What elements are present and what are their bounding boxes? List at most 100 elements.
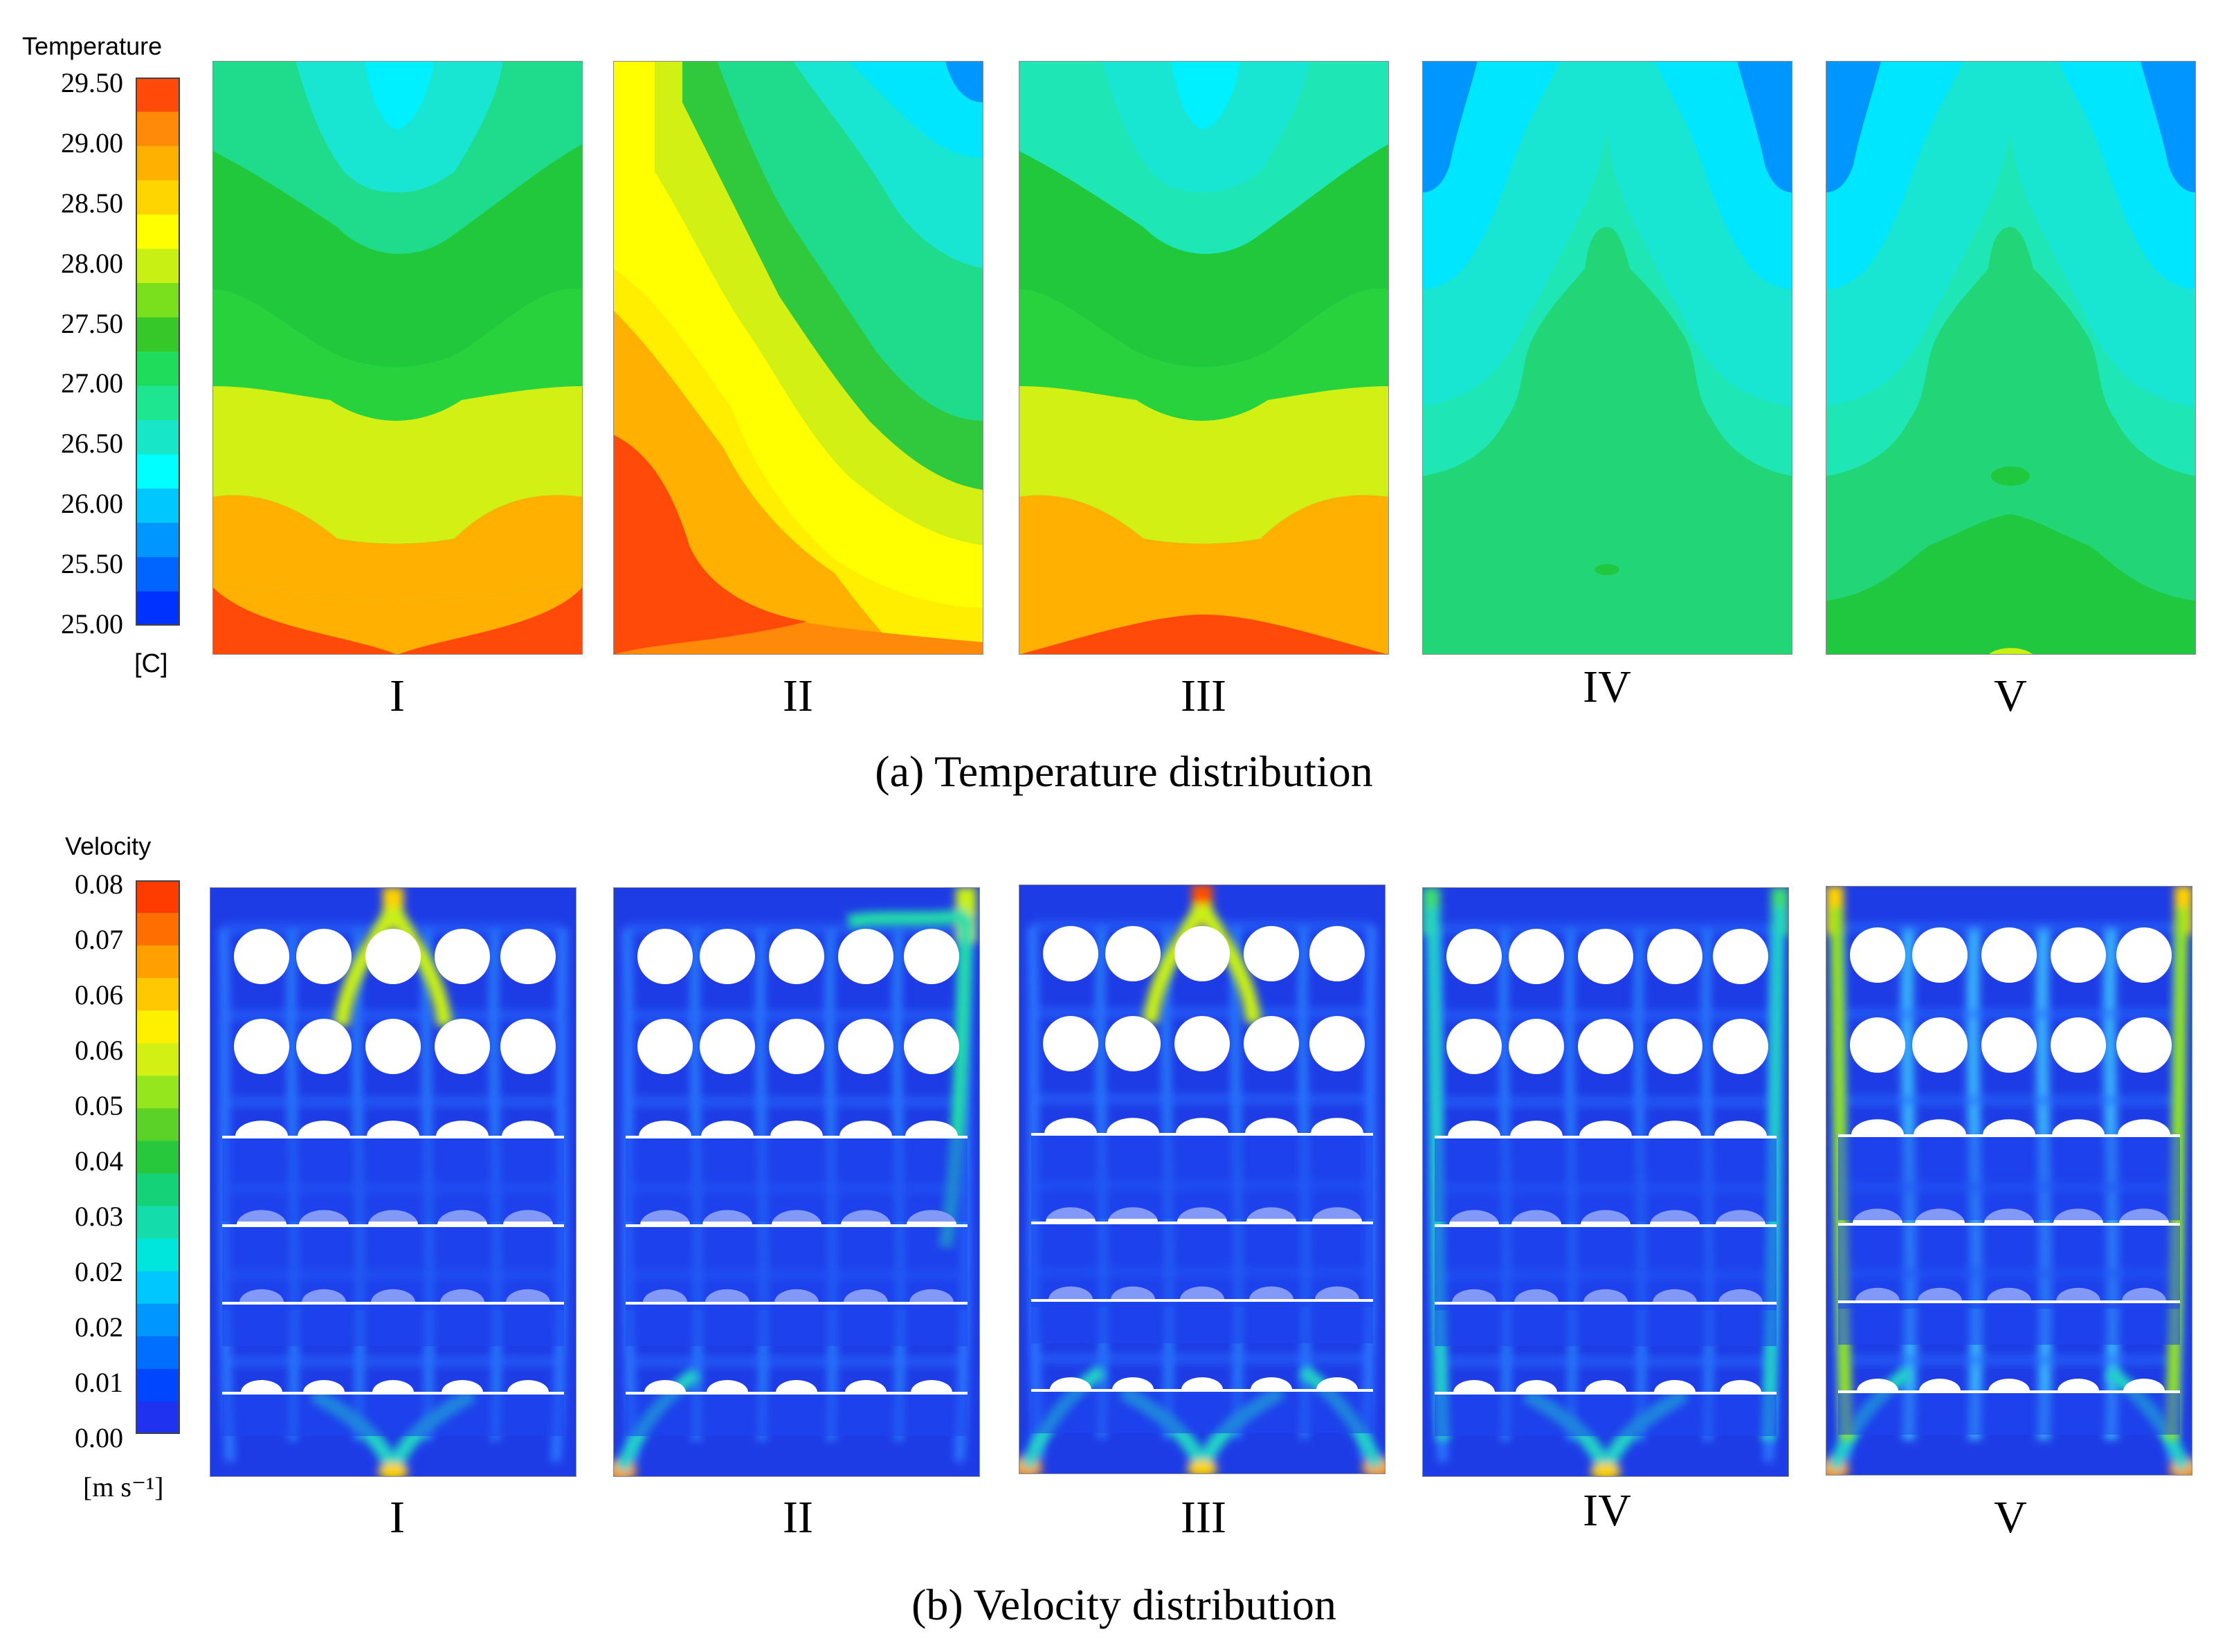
- obstacle: [296, 929, 352, 984]
- temperature-tick-label: 26.50: [61, 428, 123, 460]
- obstacle: [2052, 1119, 2105, 1135]
- obstacle: [701, 1120, 754, 1136]
- velocity-panel-label-II: II: [783, 1492, 813, 1543]
- obstacle: [1919, 1379, 1961, 1391]
- velocity-colorbar-swatch: [136, 1271, 180, 1305]
- temperature-tick-label: 29.50: [61, 67, 123, 98]
- obstacle: [776, 1380, 817, 1392]
- temperature-tick-label: 25.50: [61, 548, 123, 580]
- temperature-legend-title: Temperature: [22, 32, 163, 60]
- velocity-panel-III: [1019, 884, 1386, 1474]
- obstacle: [1850, 927, 1905, 983]
- obstacle: [2118, 1119, 2170, 1135]
- obstacle: [1578, 929, 1633, 984]
- temperature-panel-I: [212, 61, 583, 655]
- obstacle: [1851, 1119, 1904, 1135]
- obstacle: [1244, 1016, 1299, 1071]
- obstacle: [1043, 926, 1098, 981]
- obstacle: [1245, 1118, 1298, 1134]
- temperature-tick-label: 28.50: [61, 187, 123, 219]
- velocity-tick-label: 0.06: [75, 979, 123, 1010]
- temperature-colorbar-swatch: [136, 420, 180, 455]
- velocity-panel-IV: [1422, 887, 1789, 1477]
- obstacle: [637, 929, 693, 984]
- velocity-tick-label: 0.02: [75, 1311, 123, 1343]
- velocity-panel-V: [1826, 886, 2192, 1476]
- obstacle: [2116, 1017, 2172, 1073]
- obstacle: [2051, 1017, 2106, 1073]
- temperature-colorbar-swatch: [136, 489, 180, 523]
- obstacle: [303, 1380, 345, 1392]
- temperature-panel-label-IV: IV: [1583, 662, 1631, 712]
- temperature-colorbar-swatch: [136, 557, 180, 592]
- obstacle: [1105, 1016, 1161, 1071]
- velocity-tick-label: 0.05: [75, 1090, 123, 1121]
- obstacle: [1309, 926, 1365, 981]
- velocity-tick-label: 0.04: [75, 1145, 123, 1177]
- obstacle: [507, 1380, 549, 1392]
- velocity-legend-title: Velocity: [65, 832, 152, 860]
- obstacle: [1316, 1377, 1358, 1390]
- obstacle: [1713, 1019, 1768, 1074]
- obstacle: [1516, 1380, 1557, 1392]
- temperature-colorbar-swatch: [136, 317, 180, 352]
- velocity-tick-label: 0.08: [75, 869, 123, 900]
- obstacle: [1174, 926, 1230, 981]
- obstacle: [235, 1120, 288, 1136]
- obstacle: [1912, 1017, 1968, 1073]
- temperature-tick-label: 26.00: [61, 488, 123, 520]
- obstacle: [1654, 1380, 1696, 1392]
- obstacle: [436, 1120, 489, 1136]
- velocity-panel-II: [613, 887, 980, 1477]
- obstacle: [1044, 1118, 1097, 1134]
- velocity-tick-label: 0.03: [75, 1201, 123, 1232]
- velocity-colorbar-swatch: [136, 1141, 180, 1174]
- obstacle: [500, 1019, 556, 1074]
- temperature-tick-label: 25.00: [61, 608, 123, 639]
- temperature-colorbar: [136, 78, 180, 626]
- obstacle: [839, 1120, 892, 1136]
- obstacle: [637, 1019, 693, 1074]
- obstacle: [1309, 1016, 1365, 1071]
- temperature-tick-label: 29.00: [61, 127, 123, 158]
- obstacle: [1105, 926, 1161, 981]
- obstacle: [1043, 1016, 1098, 1071]
- obstacle: [1720, 1380, 1761, 1392]
- obstacle: [1107, 1118, 1159, 1134]
- temperature-panel-III: [1019, 61, 1389, 655]
- obstacle: [2116, 927, 2172, 983]
- obstacle: [1446, 1019, 1502, 1074]
- obstacle: [2058, 1379, 2099, 1391]
- temperature-panel-V: [1826, 61, 2196, 655]
- velocity-tick-label: 0.07: [75, 924, 123, 955]
- obstacle: [1579, 1120, 1632, 1136]
- velocity-colorbar-swatch: [136, 1206, 180, 1240]
- obstacle: [845, 1380, 887, 1392]
- temperature-panel-IV: [1422, 61, 1792, 655]
- velocity-panel-I: [210, 887, 576, 1477]
- velocity-panel-label-IV: IV: [1583, 1485, 1631, 1536]
- obstacle: [904, 1019, 959, 1074]
- obstacle: [1850, 1017, 1905, 1073]
- obstacle: [442, 1380, 483, 1392]
- obstacle: [838, 929, 893, 984]
- velocity-colorbar-swatch: [136, 945, 180, 979]
- velocity-panel-label-I: I: [390, 1492, 405, 1543]
- velocity-colorbar-swatch: [136, 880, 180, 914]
- temperature-tick-label: 27.50: [61, 307, 123, 339]
- velocity-tick-label: 0.01: [75, 1367, 123, 1398]
- velocity-colorbar-swatch: [136, 1075, 180, 1109]
- velocity-colorbar-swatch: [136, 1303, 180, 1337]
- obstacle: [639, 1120, 691, 1136]
- temperature-colorbar-swatch: [136, 248, 180, 284]
- temperature-colorbar-swatch: [136, 146, 180, 181]
- temperature-panel-II: [613, 61, 983, 655]
- temperature-colorbar-swatch: [136, 523, 180, 558]
- obstacle: [769, 929, 824, 984]
- velocity-panel-label-V: V: [1994, 1492, 2027, 1543]
- temperature-panel-label-III: III: [1181, 671, 1226, 721]
- obstacle: [435, 929, 490, 984]
- obstacle: [1244, 926, 1299, 981]
- obstacle: [298, 1120, 350, 1136]
- velocity-panel-label-III: III: [1181, 1492, 1226, 1543]
